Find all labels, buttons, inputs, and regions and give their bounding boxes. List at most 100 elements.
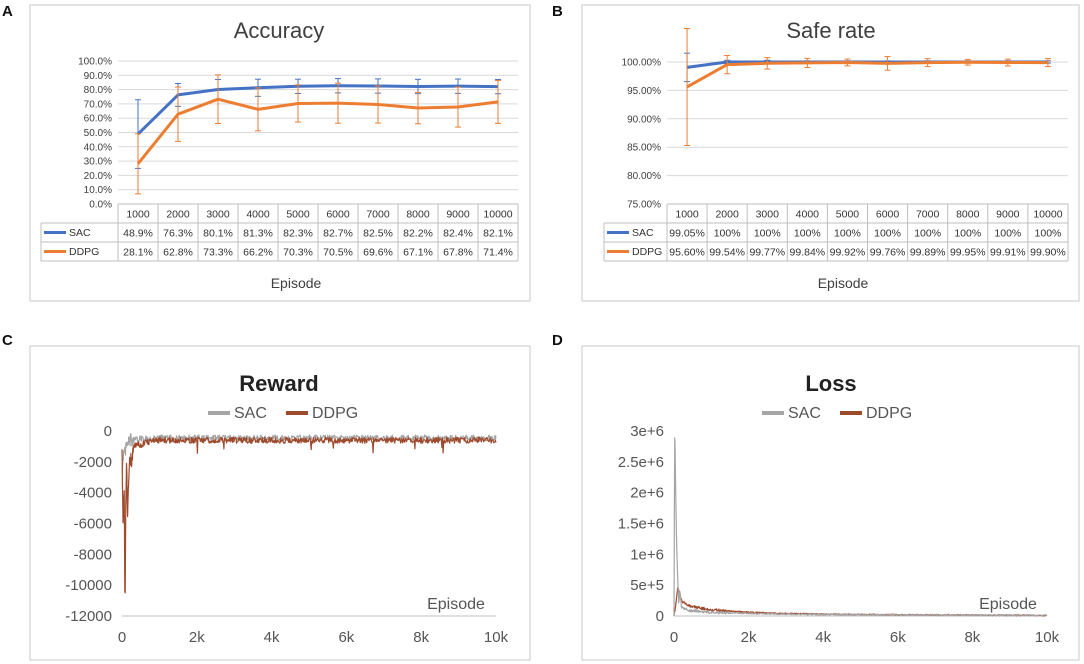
y-tick-label: 70.0%	[84, 99, 112, 110]
table-cell: 100%	[954, 228, 981, 240]
table-cell: 82.7%	[323, 228, 353, 240]
x-axis-label: Episode	[979, 596, 1037, 613]
x-tick-label: 6k	[338, 629, 354, 646]
table-cell: 28.1%	[123, 247, 153, 259]
y-tick-label: 75.00%	[627, 200, 661, 211]
y-tick-label: -2000	[74, 454, 112, 471]
category-label: 6000	[876, 209, 900, 221]
legend-label: DDPG	[69, 246, 99, 258]
table-cell: 99.84%	[790, 247, 826, 259]
table-cell: 48.9%	[123, 228, 153, 240]
category-label: 5000	[286, 209, 310, 221]
x-axis-label: Episode	[427, 596, 485, 613]
chart-title: Accuracy	[234, 18, 324, 43]
table-cell: 76.3%	[163, 228, 193, 240]
table-cell: 100%	[834, 228, 861, 240]
y-tick-label: 100.00%	[622, 58, 662, 69]
series-line-sac	[136, 84, 499, 136]
y-tick-label: 1.5e+6	[618, 516, 664, 533]
chart-title: Loss	[805, 371, 856, 396]
table-cell: 67.8%	[443, 247, 473, 259]
table-cell: 99.77%	[749, 247, 785, 259]
category-label: 8000	[956, 209, 980, 221]
y-tick-label: 100.0%	[78, 57, 112, 68]
chart-frame	[581, 345, 1080, 661]
table-cell: 100%	[914, 228, 941, 240]
y-tick-label: 40.0%	[84, 142, 112, 153]
table-cell: 62.8%	[163, 247, 193, 259]
y-tick-label: 2e+6	[630, 485, 664, 502]
table-cell: 100%	[1035, 228, 1062, 240]
category-label: 7000	[366, 209, 390, 221]
table-cell: 82.4%	[443, 228, 473, 240]
category-label: 8000	[406, 209, 430, 221]
series-line-ddpg	[136, 97, 499, 165]
table-cell: 67.1%	[403, 247, 433, 259]
category-label: 3000	[206, 209, 230, 221]
table-cell: 99.95%	[950, 247, 986, 259]
table-cell: 99.89%	[910, 247, 946, 259]
table-cell: 99.54%	[709, 247, 745, 259]
table-cell: 99.92%	[830, 247, 866, 259]
legend-label: SAC	[234, 405, 267, 422]
x-axis-label: Episode	[818, 275, 869, 291]
chart-frame	[581, 4, 1080, 302]
legend-label: DDPG	[312, 405, 358, 422]
chart-frame	[29, 345, 531, 661]
table-cell: 95.60%	[669, 247, 705, 259]
panel-label-c: C	[2, 332, 13, 349]
legend-label: SAC	[69, 227, 91, 239]
chart-title: Reward	[239, 371, 318, 396]
x-tick-label: 2k	[189, 629, 205, 646]
y-tick-label: 95.00%	[627, 86, 661, 97]
y-tick-label: 85.00%	[627, 143, 661, 154]
y-tick-label: -10000	[65, 577, 112, 594]
x-tick-label: 10k	[1035, 629, 1060, 646]
table-cell: 100%	[994, 228, 1021, 240]
table-cell: 99.90%	[1030, 247, 1066, 259]
safe-rate-chart: Safe rate Episode 75.00% 80.00% 85.00% 90.0…	[581, 4, 1080, 302]
y-tick-label: 80.00%	[627, 171, 661, 182]
y-tick-label: 3e+6	[630, 423, 664, 440]
table-cell: 70.5%	[323, 247, 353, 259]
legend-label: SAC	[632, 227, 654, 239]
y-tick-label: 50.0%	[84, 128, 112, 139]
table-cell: 100%	[794, 228, 821, 240]
y-tick-label: 20.0%	[84, 171, 112, 182]
reward-chart: Reward Episode -12000 -10000 -8000 -6000 -40…	[29, 345, 531, 661]
table-cell: 82.5%	[363, 228, 393, 240]
table-cell: 100%	[874, 228, 901, 240]
y-tick-label: 1e+6	[630, 546, 664, 563]
table-cell: 80.1%	[203, 228, 233, 240]
y-tick-label: 90.0%	[84, 71, 112, 82]
category-label: 10000	[483, 209, 512, 221]
table-cell: 69.6%	[363, 247, 393, 259]
panel-label-a: A	[2, 3, 13, 20]
table-cell: 70.3%	[283, 247, 313, 259]
y-tick-label: 0.0%	[89, 200, 112, 211]
x-tick-label: 8k	[413, 629, 429, 646]
series-trace-sac	[121, 433, 497, 475]
category-label: 9000	[996, 209, 1020, 221]
x-tick-label: 2k	[741, 629, 757, 646]
y-tick-label: -12000	[65, 608, 112, 625]
y-tick-label: -6000	[74, 516, 112, 533]
series-trace-sac	[673, 437, 1048, 617]
category-label: 4000	[246, 209, 270, 221]
category-label: 7000	[916, 209, 940, 221]
loss-chart: Loss Episode 0 5e+5 1e+6 1.5e+6 2e+6 2.5e+6 3e…	[581, 345, 1080, 661]
y-tick-label: -4000	[74, 485, 112, 502]
table-cell: 99.91%	[990, 247, 1026, 259]
y-tick-label: 60.0%	[84, 114, 112, 125]
legend-label: DDPG	[632, 246, 662, 258]
category-label: 2000	[166, 209, 190, 221]
y-tick-label: 90.00%	[627, 114, 661, 125]
y-tick-label: 30.0%	[84, 157, 112, 168]
table-cell: 71.4%	[483, 247, 513, 259]
category-label: 2000	[715, 209, 739, 221]
y-tick-label: 0	[656, 608, 664, 625]
category-label: 9000	[446, 209, 470, 221]
table-cell: 82.1%	[483, 228, 513, 240]
y-tick-label: 10.0%	[84, 185, 112, 196]
